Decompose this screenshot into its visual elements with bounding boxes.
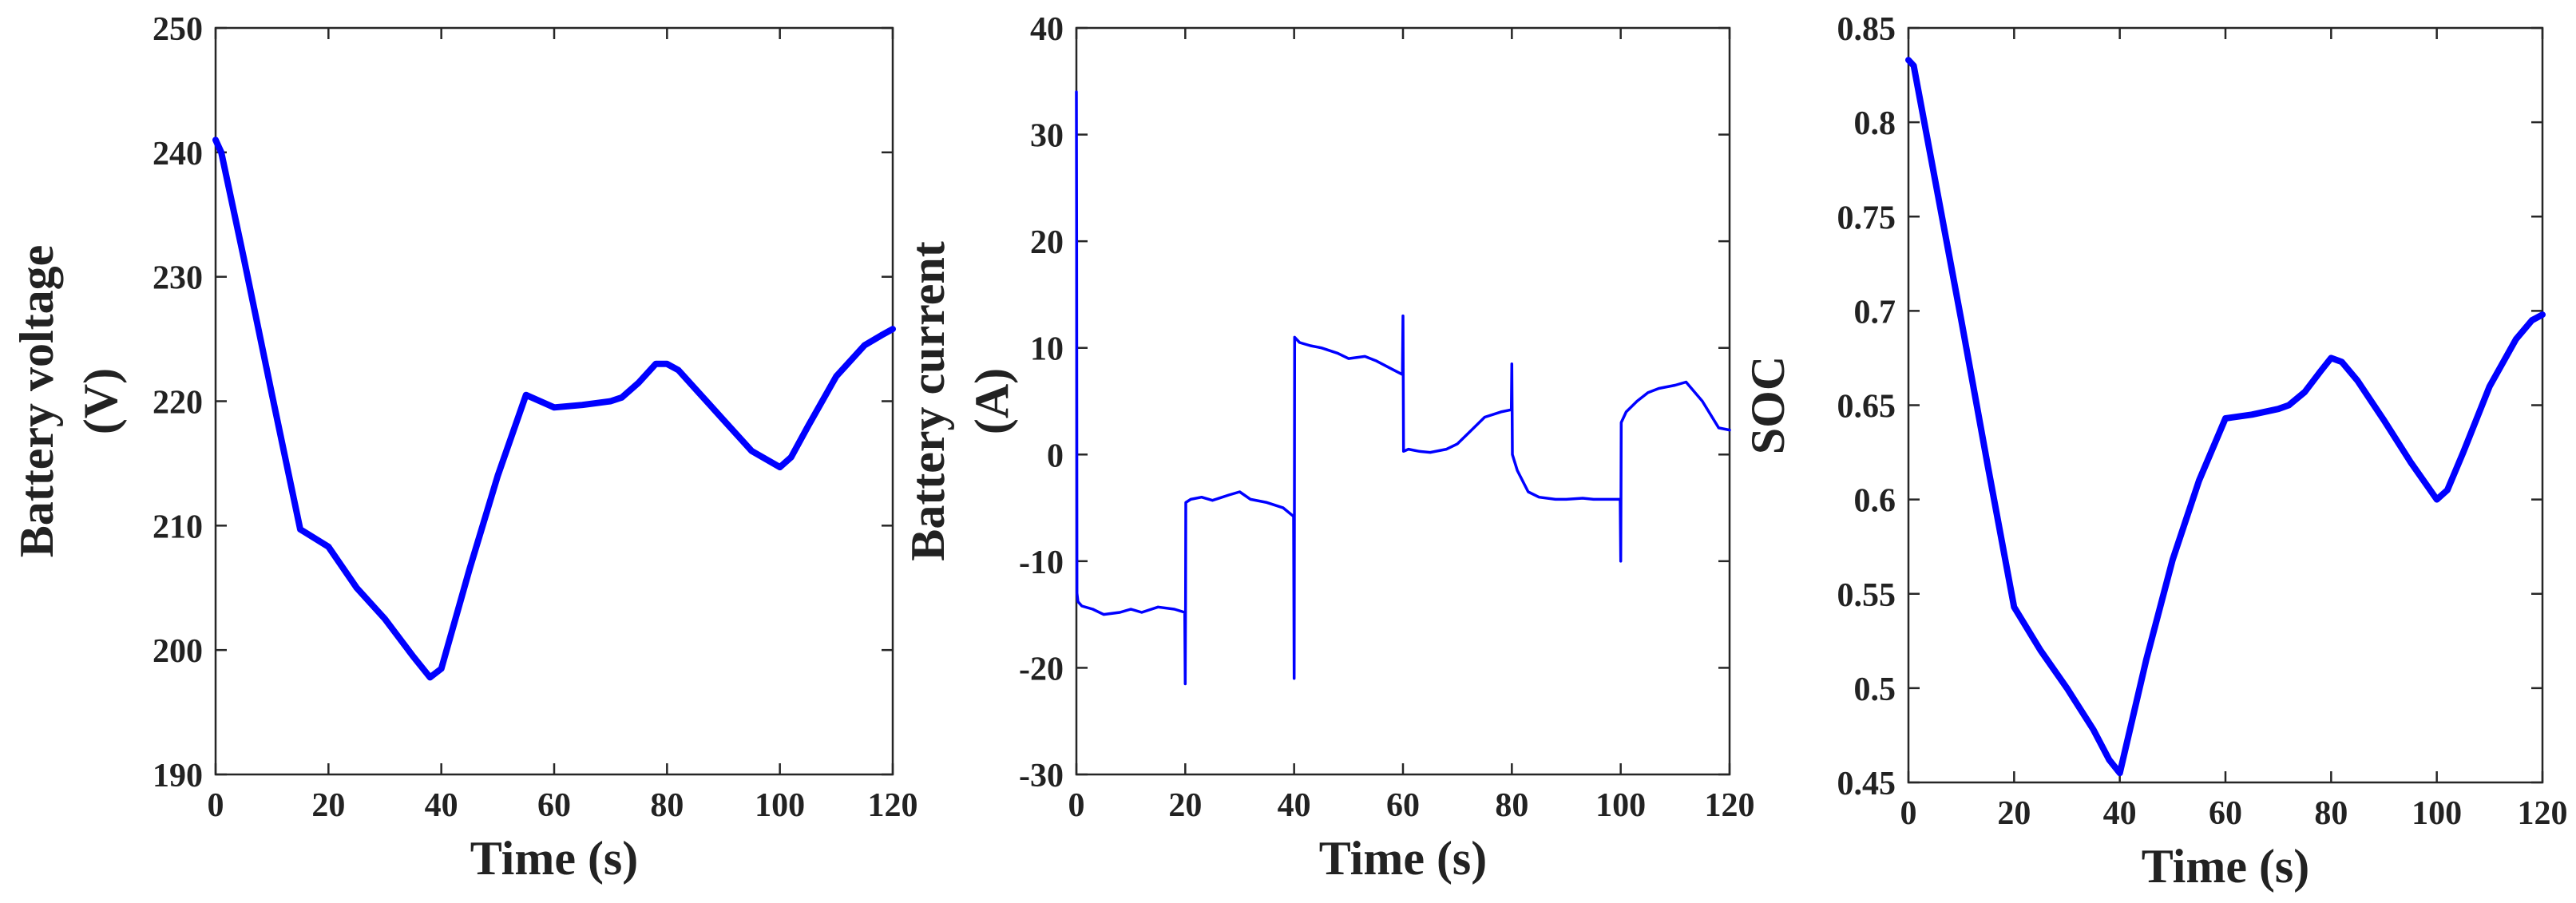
x-tick-label: 120 bbox=[1705, 787, 1755, 824]
y-tick-label: 240 bbox=[153, 136, 203, 172]
y-tick-label: -10 bbox=[1019, 545, 1064, 581]
x-tick-label: 0 bbox=[1068, 787, 1085, 824]
y-tick-label: 0 bbox=[1047, 438, 1064, 474]
y-axis-label: Battery voltage bbox=[10, 245, 63, 558]
y-axis-label: Battery current bbox=[902, 241, 954, 560]
y-tick-label: 230 bbox=[153, 260, 203, 297]
x-axis-label: Time (s) bbox=[1319, 832, 1488, 885]
x-tick-label: 80 bbox=[650, 787, 684, 824]
x-tick-label: 20 bbox=[311, 787, 345, 824]
x-axis-label: Time (s) bbox=[470, 832, 639, 885]
x-tick-label: 20 bbox=[1168, 787, 1202, 824]
chart-1: 0 20 40 60 80 100 120 190 200 210 220 230 240 250 Time… bbox=[10, 11, 918, 885]
x-tick-label: 40 bbox=[425, 787, 458, 824]
x-tick-label: 60 bbox=[1386, 787, 1420, 824]
x-tick-label: 100 bbox=[755, 787, 805, 824]
y-tick-label: 0.7 bbox=[1854, 294, 1896, 331]
x-tick-label: 120 bbox=[2518, 795, 2568, 832]
y-tick-label: 0.45 bbox=[1837, 766, 1896, 802]
y-tick-label: 20 bbox=[1030, 224, 1064, 261]
x-tick-label: 60 bbox=[2209, 795, 2242, 832]
y-tick-label: 200 bbox=[153, 633, 203, 670]
y-tick-label: 190 bbox=[153, 758, 203, 794]
series-line-1 bbox=[1075, 90, 1731, 686]
y-tick-label: 0.85 bbox=[1837, 11, 1896, 48]
x-tick-label: 100 bbox=[1595, 787, 1646, 824]
series-line-1 bbox=[212, 137, 896, 681]
y-tick-label: 0.8 bbox=[1854, 105, 1896, 142]
x-tick-label: 120 bbox=[868, 787, 918, 824]
x-tick-label: 0 bbox=[1900, 795, 1917, 832]
y-tick-label: 0.5 bbox=[1854, 671, 1896, 708]
y-tick-label: 40 bbox=[1030, 11, 1064, 48]
x-tick-label: 80 bbox=[2314, 795, 2348, 832]
y-tick-label: 10 bbox=[1030, 331, 1064, 368]
x-tick-label: 20 bbox=[1997, 795, 2031, 832]
y-axis-label: (A) bbox=[965, 368, 1018, 434]
y-tick-label: 220 bbox=[153, 385, 203, 422]
y-axis-label: SOC bbox=[1742, 356, 1794, 454]
x-tick-label: 100 bbox=[2412, 795, 2462, 832]
x-tick-label: 0 bbox=[208, 787, 224, 824]
y-tick-label: 210 bbox=[153, 509, 203, 545]
y-tick-label: 0.55 bbox=[1837, 577, 1896, 614]
y-tick-label: 30 bbox=[1030, 118, 1064, 155]
y-axis-label: (V) bbox=[74, 368, 127, 434]
y-tick-label: 0.6 bbox=[1854, 483, 1896, 520]
chart-3: 0 20 40 60 80 100 120 0.45 0.5 0.55 0.6 0.65 0.7 0.75… bbox=[1742, 11, 2568, 893]
x-tick-label: 40 bbox=[1278, 787, 1311, 824]
y-tick-label: 0.75 bbox=[1837, 200, 1896, 236]
x-axis-label: Time (s) bbox=[2142, 840, 2310, 893]
y-tick-label: -30 bbox=[1019, 758, 1064, 794]
y-tick-label: 0.65 bbox=[1837, 389, 1896, 426]
y-tick-label: -20 bbox=[1019, 651, 1064, 687]
x-tick-label: 60 bbox=[537, 787, 571, 824]
x-tick-label: 80 bbox=[1495, 787, 1528, 824]
y-tick-label: 250 bbox=[153, 11, 203, 48]
series-line-1 bbox=[1905, 57, 2546, 777]
x-tick-label: 40 bbox=[2103, 795, 2137, 832]
